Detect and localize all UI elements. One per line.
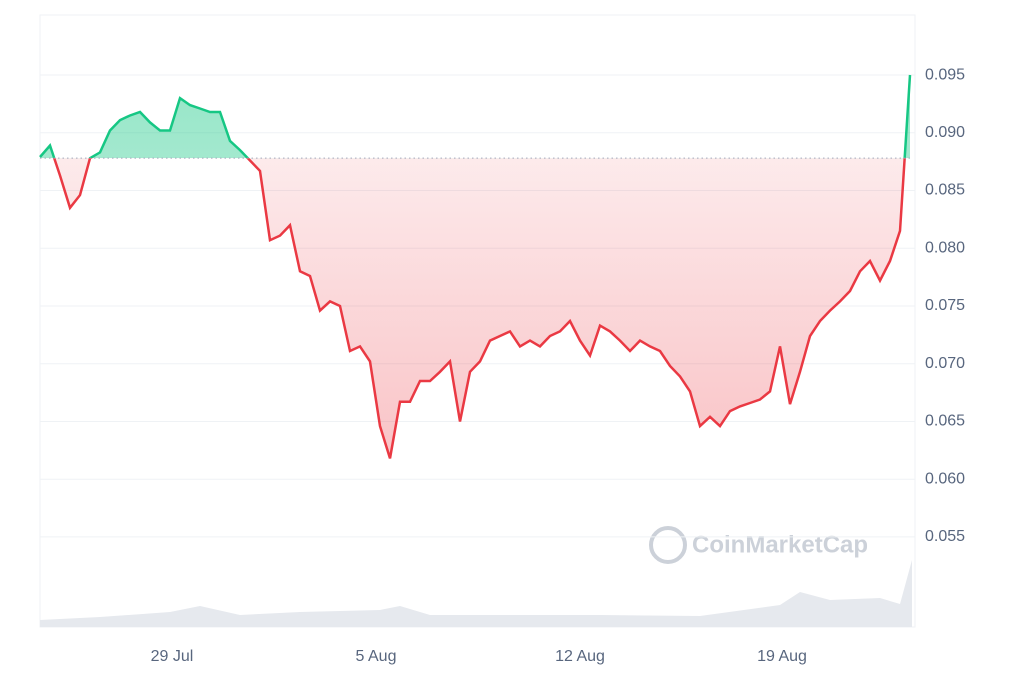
area-up (40, 75, 910, 159)
watermark-text: CoinMarketCap (692, 531, 868, 558)
x-tick-label: 5 Aug (356, 648, 397, 665)
x-tick-label: 29 Jul (151, 648, 194, 665)
y-tick-label: 0.075 (925, 297, 965, 314)
y-tick-label: 0.060 (925, 470, 965, 487)
watermark: CoinMarketCap (649, 526, 868, 564)
area-down (40, 158, 910, 459)
price-line-up (39, 74, 912, 159)
x-tick-label: 19 Aug (757, 648, 807, 665)
y-tick-label: 0.090 (925, 124, 965, 141)
y-tick-label: 0.065 (925, 413, 965, 430)
y-tick-label: 0.085 (925, 182, 965, 199)
price-line-down (52, 158, 906, 459)
x-tick-label: 12 Aug (555, 648, 605, 665)
y-tick-label: 0.095 (925, 66, 965, 83)
y-tick-label: 0.055 (925, 528, 965, 545)
volume-area (40, 560, 912, 627)
y-tick-label: 0.080 (925, 239, 965, 256)
y-tick-label: 0.070 (925, 355, 965, 372)
